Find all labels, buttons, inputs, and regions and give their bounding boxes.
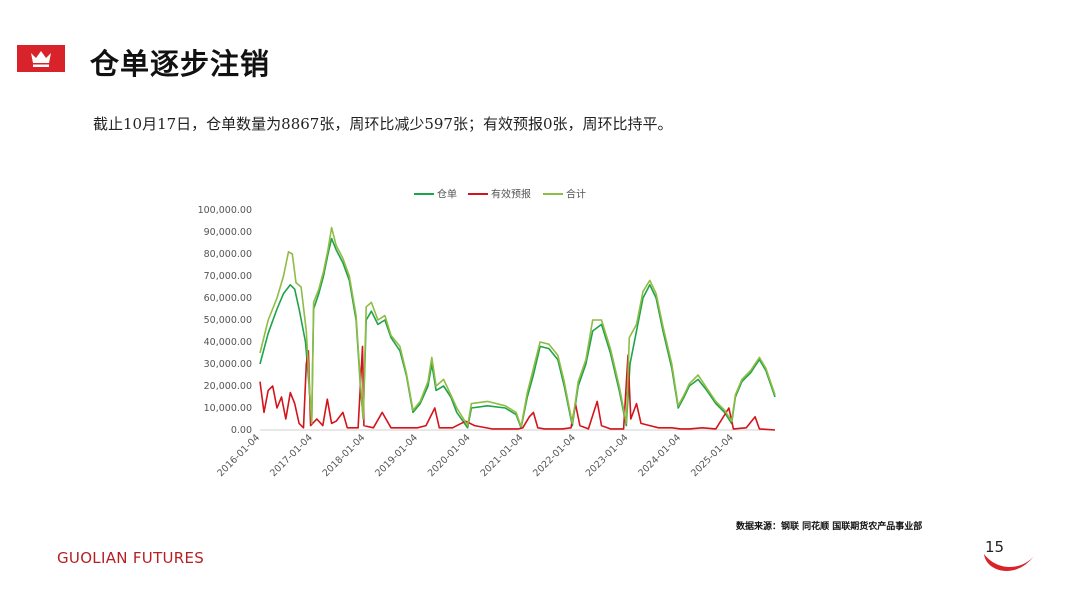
x-tick-label: 2017-01-04 (268, 432, 315, 479)
legend-label: 仓单 (437, 188, 457, 201)
y-tick-label: 80,000.00 (204, 249, 252, 260)
y-tick-label: 20,000.00 (204, 381, 252, 392)
x-tick-label: 2021-01-04 (479, 432, 526, 479)
crown-icon (31, 51, 51, 67)
y-tick-label: 50,000.00 (204, 315, 252, 326)
x-tick-label: 2024-01-04 (636, 432, 683, 479)
y-tick-label: 70,000.00 (204, 271, 252, 282)
legend-label: 有效预报 (491, 188, 531, 201)
page-number: 15 (985, 538, 1005, 556)
page-subtitle: 截止10月17日，仓单数量为8867张，周环比减少597张；有效预报0张，周环比… (93, 115, 673, 133)
x-tick-label: 2016-01-04 (215, 432, 262, 479)
y-tick-label: 30,000.00 (204, 359, 252, 370)
series-line-2 (259, 226, 776, 428)
brand-logo-text: GUOLIAN FUTURES (57, 549, 204, 567)
warehouse-receipt-chart: 100,000.00 90,000.00 80,000.00 70,000.00 60,… (198, 188, 776, 479)
logo-badge (17, 45, 65, 72)
y-tick-label: 90,000.00 (204, 227, 252, 238)
x-tick-label: 2020-01-04 (426, 432, 473, 479)
page-title: 仓单逐步注销 (90, 47, 271, 81)
x-tick-label: 2025-01-04 (689, 432, 736, 479)
data-source: 数据来源：钢联 同花顺 国联期货农产品事业部 (736, 522, 923, 532)
swoosh-icon (984, 554, 1034, 571)
series-line-0 (259, 237, 776, 429)
x-tick-label: 2018-01-04 (321, 432, 368, 479)
x-tick-label: 2023-01-04 (584, 432, 631, 479)
brand-suffix: FUTURES (132, 549, 205, 567)
brand-name: GUOLIAN (57, 549, 128, 567)
y-tick-label: 100,000.00 (198, 205, 252, 216)
x-tick-label: 2022-01-04 (531, 432, 578, 479)
series-line-1 (259, 345, 776, 431)
legend-label: 合计 (566, 188, 586, 201)
y-tick-label: 40,000.00 (204, 337, 252, 348)
y-tick-label: 0.00 (231, 425, 252, 436)
y-tick-label: 10,000.00 (204, 403, 252, 414)
x-tick-label: 2019-01-04 (373, 432, 420, 479)
y-tick-label: 60,000.00 (204, 293, 252, 304)
